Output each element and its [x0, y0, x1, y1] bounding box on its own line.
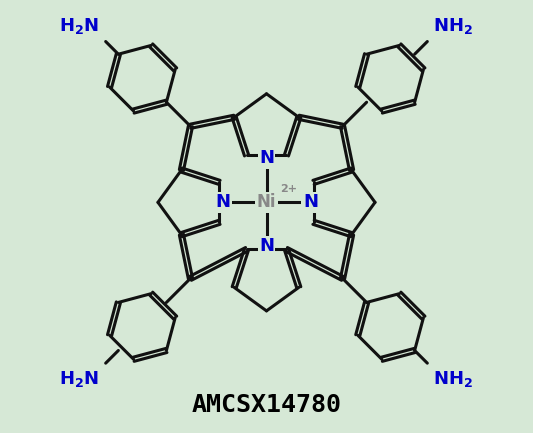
Text: $\mathbf{H_2N}$: $\mathbf{H_2N}$ [59, 369, 99, 389]
Text: N: N [303, 194, 318, 211]
Text: N: N [259, 237, 274, 255]
Text: $\mathbf{H_2N}$: $\mathbf{H_2N}$ [59, 16, 99, 36]
Text: 2+: 2+ [280, 184, 297, 194]
Text: $\mathbf{NH_2}$: $\mathbf{NH_2}$ [433, 369, 473, 389]
Text: N: N [215, 194, 230, 211]
Text: N: N [259, 149, 274, 168]
Text: AMCSX14780: AMCSX14780 [191, 393, 342, 417]
Text: Ni: Ni [257, 194, 276, 211]
Text: $\mathbf{NH_2}$: $\mathbf{NH_2}$ [433, 16, 473, 36]
